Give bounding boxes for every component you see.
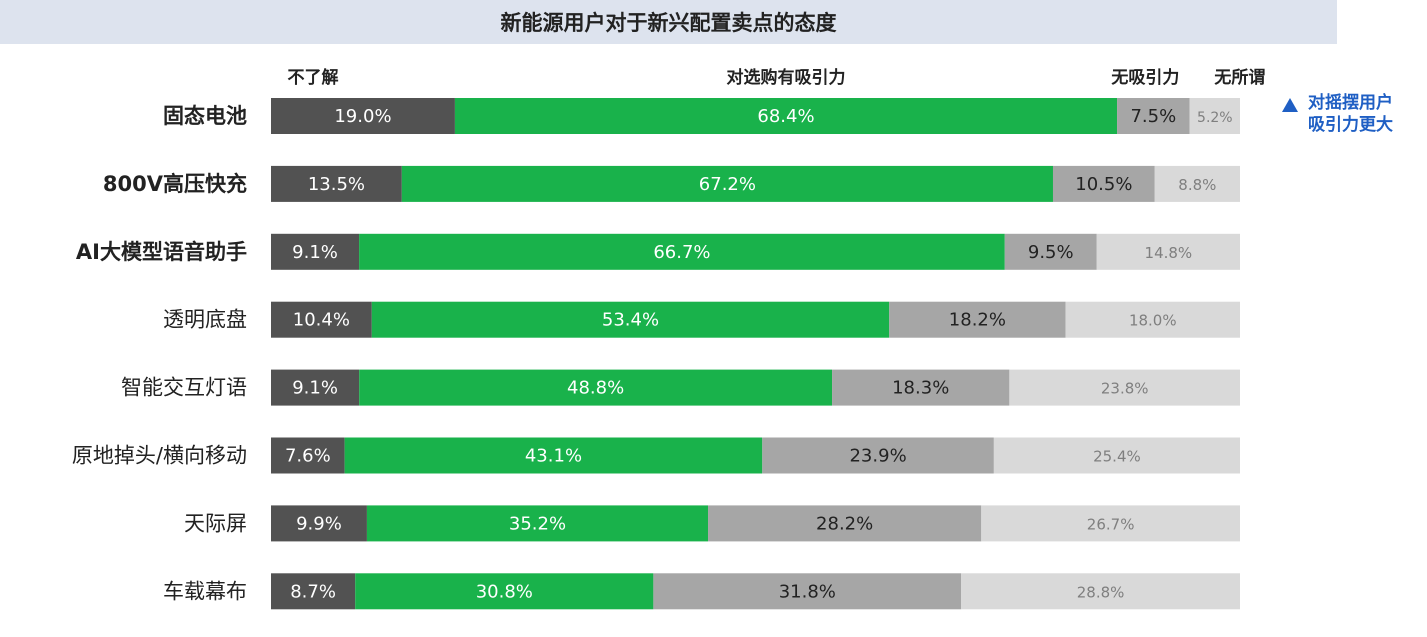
bar-segment	[271, 301, 372, 338]
triangle-up-icon	[1282, 98, 1298, 112]
category-label: AI大模型语音助手	[76, 240, 247, 264]
bar-value-label: 23.8%	[1101, 380, 1149, 398]
note-text: 对摇摆用户 吸引力更大	[1308, 93, 1393, 135]
bar-value-label: 10.5%	[1075, 174, 1132, 195]
category-label: 固态电池	[163, 104, 247, 128]
category-label: 透明底盘	[163, 308, 247, 332]
bar-segment	[271, 165, 402, 202]
bar-segment	[1052, 165, 1155, 202]
bar-segment	[993, 437, 1240, 474]
bar-value-label: 31.8%	[779, 581, 836, 602]
bar-value-label: 8.7%	[290, 581, 336, 602]
bar-value-label: 18.2%	[949, 310, 1006, 331]
bar-segment	[359, 369, 833, 406]
bar-segment	[1009, 369, 1240, 406]
bar-segment	[1154, 165, 1240, 202]
bar-segment	[366, 505, 709, 542]
bar-segment	[271, 233, 360, 270]
category-label: 天际屏	[184, 511, 247, 535]
bar-segment	[271, 369, 360, 406]
swing-user-note: 对摇摆用户 吸引力更大	[1282, 92, 1393, 136]
category-label: 原地掉头/横向移动	[72, 444, 247, 468]
bar-segment	[271, 437, 345, 474]
category-label: 智能交互灯语	[121, 376, 247, 400]
bar-segment	[762, 437, 994, 474]
bar-segment	[1065, 301, 1240, 338]
bar-segment	[653, 573, 962, 610]
bar-value-label: 28.8%	[1077, 583, 1125, 601]
bar-value-label: 28.2%	[816, 513, 873, 534]
bar-value-label: 67.2%	[699, 174, 756, 195]
bar-value-label: 43.1%	[525, 446, 582, 467]
chart-title: 新能源用户对于新兴配置卖点的态度	[0, 0, 1337, 44]
bar-value-label: 26.7%	[1087, 515, 1135, 533]
legend-0: 不了解	[287, 67, 338, 88]
bar-segment	[832, 369, 1010, 406]
category-label: 车载幕布	[163, 579, 247, 603]
bar-value-label: 7.5%	[1130, 106, 1176, 127]
bar-segment	[961, 573, 1240, 610]
bar-segment	[359, 233, 1005, 270]
bar-value-label: 10.4%	[293, 310, 350, 331]
bar-value-label: 7.6%	[285, 446, 331, 467]
bar-segment	[271, 505, 367, 542]
bar-value-label: 18.0%	[1129, 312, 1177, 330]
bar-segment	[454, 98, 1118, 134]
bar-value-label: 14.8%	[1145, 244, 1193, 262]
legend-2: 无吸引力	[1110, 67, 1179, 88]
bar-value-label: 25.4%	[1093, 448, 1141, 466]
bar-segment	[271, 98, 455, 134]
bar-segment	[344, 437, 763, 474]
bar-segment	[1189, 98, 1240, 134]
bar-segment	[1004, 233, 1097, 270]
bar-value-label: 8.8%	[1178, 176, 1216, 194]
legend-3: 无所谓	[1213, 68, 1265, 88]
bar-value-label: 13.5%	[308, 174, 365, 195]
bar-segment	[981, 505, 1240, 542]
bar-value-label: 48.8%	[567, 378, 624, 399]
category-label: 800V高压快充	[103, 172, 247, 196]
bar-value-label: 53.4%	[602, 310, 659, 331]
bar-value-label: 66.7%	[653, 242, 710, 263]
bar-value-label: 9.1%	[292, 378, 338, 399]
legend-1: 对选购有吸引力	[726, 67, 845, 88]
bar-value-label: 5.2%	[1197, 110, 1233, 126]
bar-value-label: 9.5%	[1028, 242, 1074, 263]
bar-segment	[271, 573, 356, 610]
bar-value-label: 9.9%	[296, 513, 342, 534]
bar-segment	[355, 573, 654, 610]
bar-value-label: 30.8%	[476, 581, 533, 602]
bar-segment	[708, 505, 982, 542]
bar-value-label: 68.4%	[757, 106, 814, 127]
bar-segment	[401, 165, 1053, 202]
bar-value-label: 18.3%	[892, 378, 949, 399]
bar-value-label: 35.2%	[509, 513, 566, 534]
bar-value-label: 9.1%	[292, 242, 338, 263]
bar-segment	[889, 301, 1066, 338]
bar-value-label: 19.0%	[334, 106, 391, 127]
bar-segment	[371, 301, 890, 338]
bar-value-label: 23.9%	[849, 446, 906, 467]
bar-segment	[1117, 98, 1190, 134]
bar-segment	[1096, 233, 1240, 270]
